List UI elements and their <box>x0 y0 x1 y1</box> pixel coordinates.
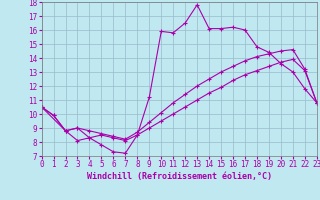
X-axis label: Windchill (Refroidissement éolien,°C): Windchill (Refroidissement éolien,°C) <box>87 172 272 181</box>
